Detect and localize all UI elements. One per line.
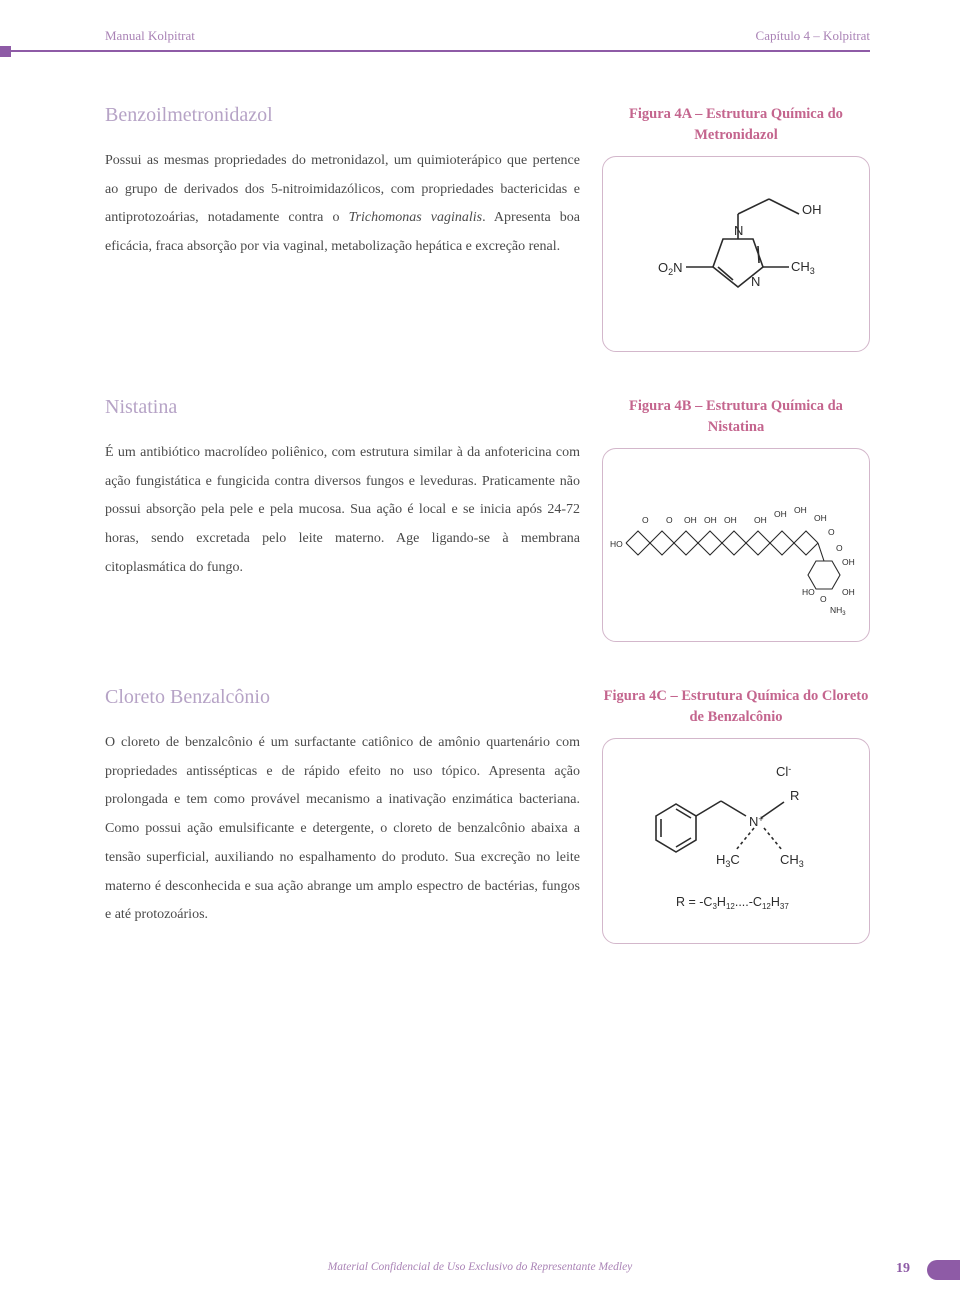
svg-text:OH: OH [684, 515, 697, 525]
footer-text: Material Confidencial de Uso Exclusivo d… [328, 1261, 633, 1273]
svg-text:O: O [820, 594, 827, 604]
label-ch3: CH3 [791, 259, 815, 276]
header-left: Manual Kolpitrat [105, 28, 195, 44]
svg-text:OH: OH [794, 505, 807, 515]
header-rule [105, 50, 870, 52]
label-cl: Cl- [776, 764, 791, 779]
label-n1: N [734, 223, 743, 238]
svg-text:OH: OH [704, 515, 717, 525]
svg-text:O: O [828, 527, 835, 537]
label-h3c: H3C [716, 852, 740, 869]
label-nplus: N+ [749, 814, 764, 829]
svg-text:OH: OH [724, 515, 737, 525]
figure-title: Figura 4C – Estrutura Química do Cloreto… [602, 686, 870, 728]
page-footer: Material Confidencial de Uso Exclusivo d… [0, 1257, 960, 1275]
svg-text:OH: OH [842, 587, 855, 597]
svg-text:O: O [666, 515, 673, 525]
figure-4a-box: O2N N N CH3 OH [602, 156, 870, 352]
figure-4c-box: Cl- R N+ H3C CH3 R = -C3H12....-C12H37 [602, 738, 870, 944]
label-oh: OH [802, 202, 822, 217]
section-title: Nistatina [105, 396, 580, 419]
nistatina-structure-icon: HO O O OH OH OH OH OH OH OH O O OH O [606, 465, 866, 625]
metronidazol-structure-icon: O2N N N CH3 OH [631, 169, 841, 339]
label-ch3: CH3 [780, 852, 804, 869]
section-cloreto-benzalconio: Cloreto Benzalcônio O cloreto de benzalc… [105, 686, 870, 944]
figure-4c-caption: R = -C3H12....-C12H37 [676, 895, 789, 911]
figure-title: Figura 4B – Estrutura Química da Nistati… [602, 396, 870, 438]
svg-text:OH: OH [774, 509, 787, 519]
svg-text:OH: OH [842, 557, 855, 567]
header-right: Capítulo 4 – Kolpitrat [756, 28, 870, 44]
page-header: Manual Kolpitrat Capítulo 4 – Kolpitrat [105, 28, 870, 44]
figure-title: Figura 4A – Estrutura Química do Metroni… [602, 104, 870, 146]
section-body: Possui as mesmas propriedades do metroni… [105, 147, 580, 262]
section-body: É um antibiótico macrolídeo poliênico, c… [105, 439, 580, 582]
svg-text:HO: HO [802, 587, 815, 597]
svg-text:OH: OH [814, 513, 827, 523]
label-n2: N [751, 274, 760, 289]
svg-text:NH3: NH3 [830, 605, 846, 617]
svg-text:HO: HO [610, 539, 623, 549]
section-title: Benzoilmetronidazol [105, 104, 580, 127]
section-title: Cloreto Benzalcônio [105, 686, 580, 709]
section-nistatina: Nistatina É um antibiótico macrolídeo po… [105, 396, 870, 642]
label-o2n: O2N [658, 260, 683, 277]
svg-text:O: O [836, 543, 843, 553]
section-body: O cloreto de benzalcônio é um surfactant… [105, 729, 580, 930]
label-r: R [790, 788, 799, 803]
section-benzoilmetronidazol: Benzoilmetronidazol Possui as mesmas pro… [105, 104, 870, 352]
benzalconio-structure-icon: Cl- R N+ H3C CH3 R = -C3H12....-C12H37 [616, 746, 856, 936]
page-number: 19 [896, 1261, 910, 1277]
svg-text:OH: OH [754, 515, 767, 525]
figure-4b-box: HO O O OH OH OH OH OH OH OH O O OH O [602, 448, 870, 642]
svg-text:O: O [642, 515, 649, 525]
